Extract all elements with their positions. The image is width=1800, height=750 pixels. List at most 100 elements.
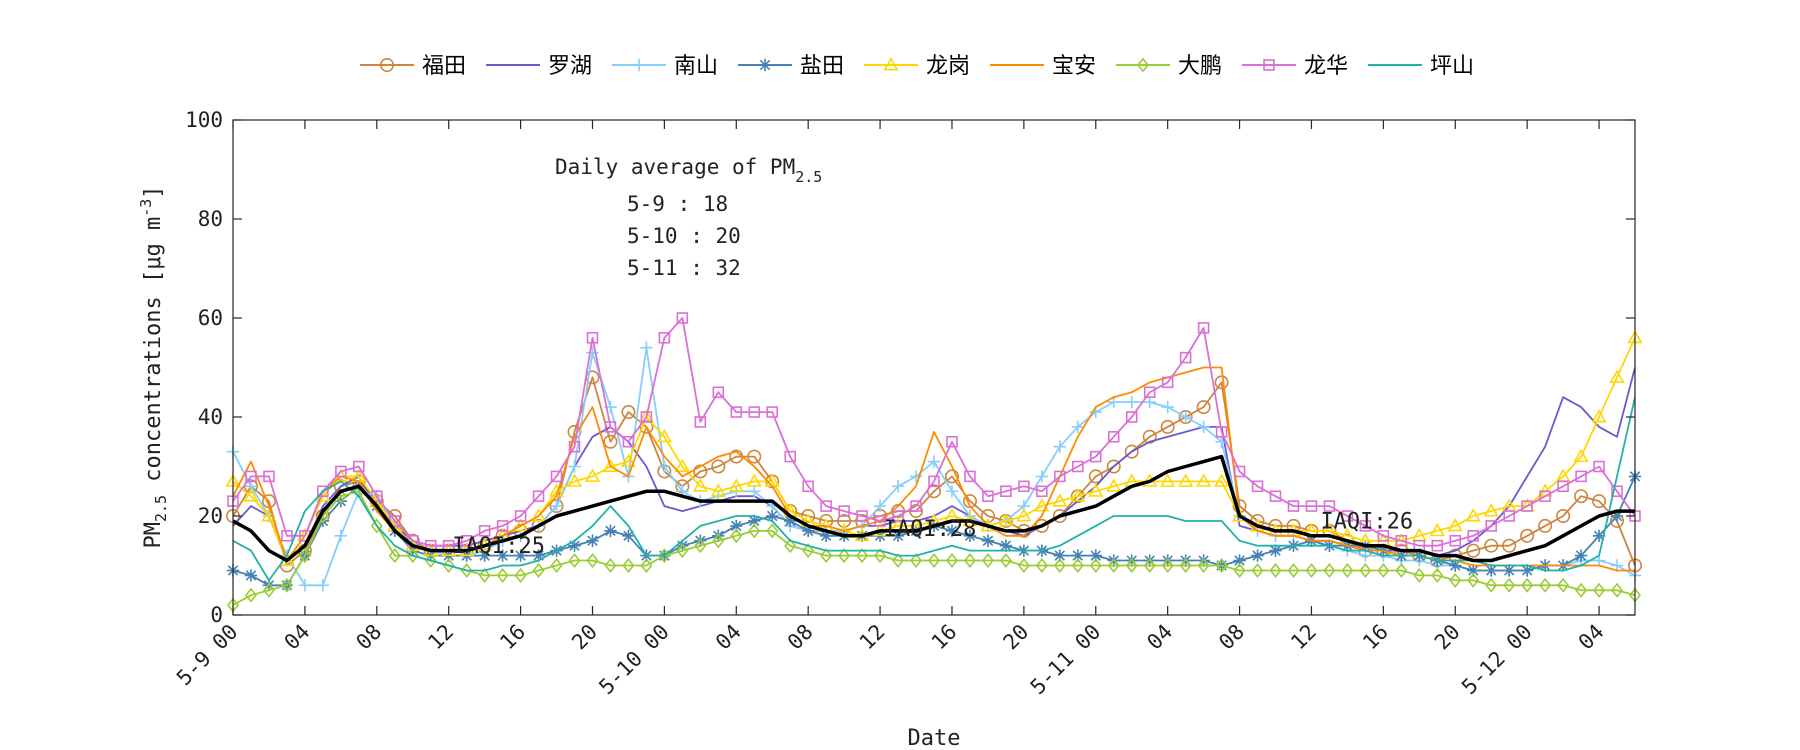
series-3-point	[496, 549, 509, 562]
series-6-point	[1179, 558, 1192, 573]
series-4-point	[1591, 409, 1607, 423]
series-layer	[225, 312, 1643, 613]
series-6-point	[730, 528, 743, 544]
series-9	[232, 454, 1635, 563]
series-3-point	[1449, 559, 1462, 572]
series-7-point	[1575, 470, 1587, 483]
series-7-point	[730, 406, 743, 418]
series-6-point	[892, 553, 905, 569]
legend: 福田 罗湖 南山 盐田 龙岗 宝安 大鹏 龙华 坪山	[360, 54, 1474, 79]
series-7-point	[496, 520, 509, 532]
series-0-point	[1124, 444, 1139, 459]
series-7-point	[1054, 470, 1066, 483]
series-6-point	[514, 567, 527, 583]
series-4-point	[1214, 473, 1230, 487]
series-6-point	[1413, 567, 1426, 583]
series-3-point	[1053, 549, 1067, 562]
series-6-point	[532, 562, 545, 578]
legend-label: 南山	[674, 54, 718, 79]
annotation-title-main: Daily average of PM	[555, 155, 795, 179]
series-0-point	[1466, 543, 1481, 558]
series-3-point	[1610, 509, 1624, 523]
series-6-point	[1431, 567, 1444, 583]
series-2-point	[550, 499, 563, 513]
y-tick-label: 20	[198, 504, 223, 528]
x-tick-label: 20	[1430, 620, 1465, 655]
series-6-point	[586, 553, 599, 569]
series-2-point	[1071, 420, 1084, 434]
plot-frame	[232, 119, 1636, 616]
series-7-point	[1036, 485, 1048, 498]
series-6-point	[460, 562, 473, 578]
y-tick-label: 40	[198, 405, 223, 429]
series-6-point	[1593, 582, 1606, 598]
legend-label: 大鹏	[1178, 54, 1222, 79]
series-6-point	[1197, 558, 1210, 573]
x-tick-label: 04	[1574, 620, 1609, 655]
series-7	[227, 312, 1641, 552]
legend-swatch-marker	[1263, 59, 1275, 71]
annotation-title-sub: 2.5	[795, 168, 822, 186]
series-2-point	[1125, 395, 1138, 409]
series-4-point	[1609, 369, 1625, 383]
series-3-point	[1467, 564, 1480, 577]
series-6-point	[1269, 562, 1282, 578]
series-2-point	[891, 480, 905, 493]
series-2-point	[568, 460, 581, 473]
series-7-point	[1072, 460, 1084, 473]
series-7-point	[532, 490, 545, 502]
x-axis-label: Date	[908, 726, 961, 750]
legend-item: 盐田	[738, 54, 844, 79]
series-7-point	[478, 525, 491, 537]
series-6-point	[280, 577, 293, 593]
series-4-point	[1070, 488, 1086, 502]
legend-item: 宝安	[990, 54, 1096, 79]
series-7-point	[1161, 376, 1174, 389]
series-4-point	[602, 458, 619, 472]
x-tick-label: 08	[351, 620, 386, 655]
series-4-point	[1034, 498, 1050, 512]
series-7-point	[1593, 460, 1605, 473]
series-3-point	[1592, 529, 1606, 542]
series-0-point	[1196, 400, 1211, 415]
legend-swatch-marker	[883, 57, 899, 71]
series-2-point	[334, 529, 348, 542]
y-axis-label: PM2.5 concentrations [μg m-3]	[137, 185, 170, 548]
series-7-point	[802, 480, 814, 493]
series-4-point	[728, 478, 744, 492]
legend-label: 盐田	[800, 54, 844, 79]
series-7-point	[514, 510, 527, 522]
series-7-point	[1143, 386, 1156, 399]
series-6-point	[1485, 577, 1498, 593]
series-6-point	[928, 553, 940, 569]
series-7-point	[676, 312, 689, 324]
plot-background	[233, 120, 1635, 615]
series-7-point	[820, 500, 832, 512]
legend-item: 大鹏	[1116, 54, 1222, 79]
series-6-point	[802, 543, 815, 559]
series-7-point	[1557, 480, 1569, 493]
series-6	[227, 483, 1641, 613]
x-tick-label: 5-10 00	[594, 620, 674, 700]
series-7-point	[281, 530, 293, 542]
series-7-point	[586, 332, 599, 344]
series-6-point	[1305, 562, 1318, 578]
annotation-line-5-11: 5-11 : 32	[627, 256, 741, 280]
legend-item: 罗湖	[486, 54, 592, 79]
series-7-point	[1107, 431, 1120, 443]
series-6-point	[496, 567, 509, 583]
series-4-point	[746, 473, 762, 487]
series-3-point	[801, 524, 815, 538]
series-7-point	[1539, 490, 1551, 502]
series-8-line	[232, 397, 1636, 582]
series-6-point	[784, 538, 797, 554]
series-2-point	[316, 579, 330, 592]
series-7-point	[1251, 480, 1264, 493]
series-4-point	[584, 468, 601, 482]
series-6-point	[1233, 562, 1246, 578]
series-6-point	[1143, 558, 1156, 573]
series-2-point	[298, 579, 312, 592]
series-2-point	[1143, 395, 1156, 409]
series-7-point	[1503, 510, 1515, 522]
series-3-point	[1269, 544, 1282, 557]
